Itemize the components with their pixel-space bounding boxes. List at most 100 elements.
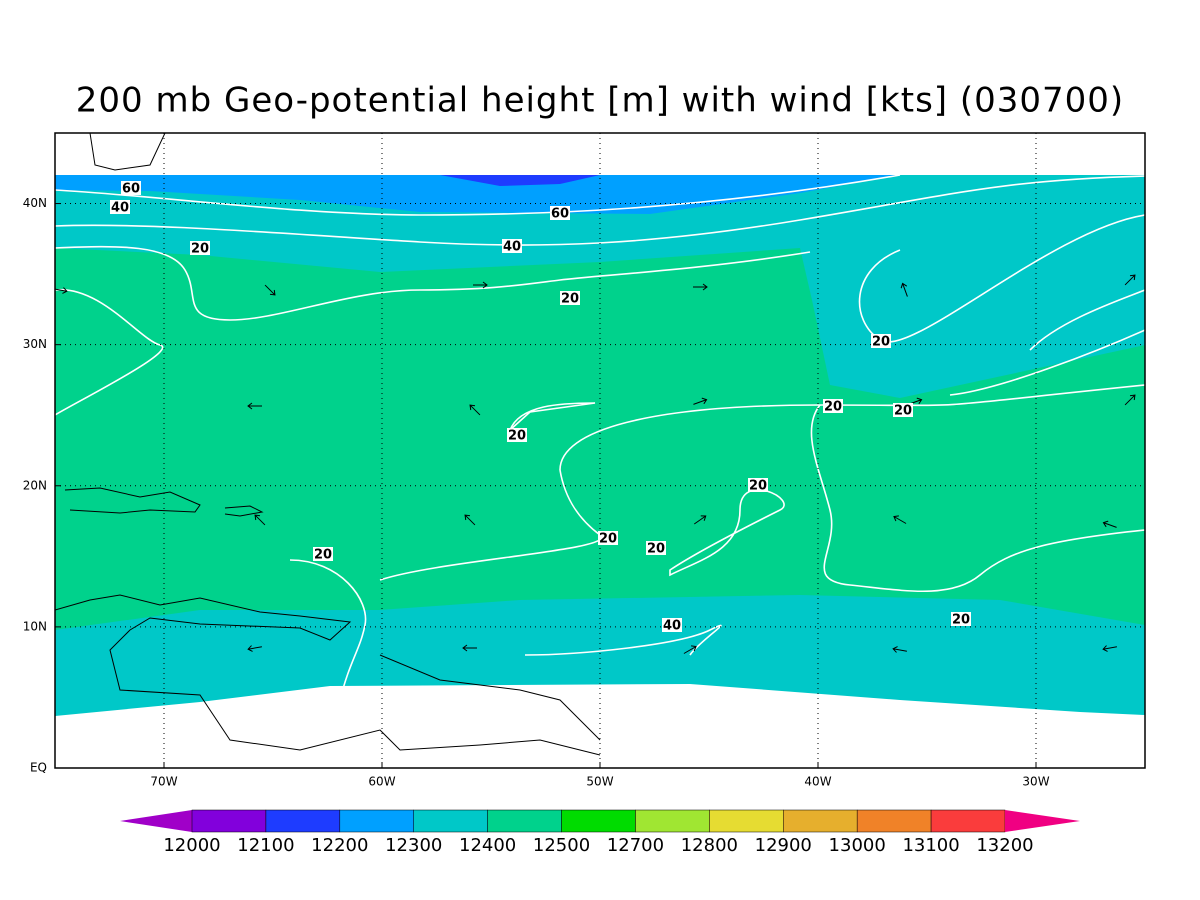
coastline [64,487,201,514]
contour-label-bg [507,428,527,442]
wind-arrow-shape [1124,394,1136,406]
contour-line [810,404,1145,593]
colorbar-box [191,809,267,833]
wind-arrow-shape [247,402,262,410]
chart-title: 200 mb Geo-potential height [m] with win… [76,81,1124,121]
coastline [224,505,264,517]
y-tick-label: 30N [23,337,47,351]
colorbar-label: 13100 [902,835,959,856]
wind-arrow [264,284,276,296]
wind-arrow [1124,394,1136,406]
contour-label-bg [823,399,843,413]
contour-label: 40 [111,201,129,216]
wind-arrow-shape [693,397,708,405]
coastline [55,594,601,756]
contour-line [559,384,1145,471]
contour-label: 20 [824,400,842,415]
wind-arrow-shape [254,514,266,526]
wind-arrow-shape [892,646,907,653]
contour-label-bg [893,403,913,417]
contour-label-bg [646,541,666,555]
contour-label: 60 [551,207,569,222]
colorbar-label: 12100 [237,835,294,856]
contour-label: 40 [503,240,521,255]
y-tick-label: 20N [23,478,47,492]
contour-label: 20 [191,242,209,257]
wind-arrow-shape [1124,274,1136,286]
colorbar-label: 12400 [459,835,516,856]
wind-arrow [892,646,907,653]
contour-label-bg [871,334,891,348]
wind-arrow [254,514,266,526]
contour-label: 20 [647,542,665,557]
colorbar-box [856,809,932,833]
colorbar-label: 12300 [385,835,442,856]
wind-arrow-shape [469,404,481,416]
contour-label-bg [748,478,768,492]
colorbar-label: 13200 [976,835,1033,856]
plot-area [55,133,1145,756]
coastline [379,654,601,741]
wind-arrow-shape [693,515,707,525]
contour-line [1029,289,1145,351]
wind-arrow-shape [683,645,697,654]
wind-arrow [683,645,697,654]
wind-arrow [473,281,488,289]
contour-label-bg [550,206,570,220]
colorbar-box [635,809,710,833]
wind-arrow-shape [900,282,908,297]
y-tick-label: 10N [23,619,47,633]
x-tick-label: 30W [1022,775,1049,789]
wind-arrow [693,515,707,525]
x-tick-label: 70W [150,775,177,789]
contour-label-bg [502,239,522,253]
wind-arrow-shape [464,514,476,526]
colorbar-label: 12700 [607,835,664,856]
wind-arrow [247,645,262,652]
wind-arrow [469,404,481,416]
colorbar-box [339,809,414,833]
contour-label-bg [560,291,580,305]
colorbar-triangle [120,810,192,832]
wind-arrow [893,515,907,524]
wind-arrow [1124,274,1136,286]
colorbar-label: 12900 [755,835,812,856]
contour-label: 20 [894,404,912,419]
wind-arrow-shape [247,645,262,652]
contour-label-bg [598,531,618,545]
colorbar-label: 12500 [533,835,590,856]
contour-label: 20 [314,548,332,563]
plot-frame [54,132,1146,769]
contour-line [55,245,811,321]
wind-arrow-shape [473,281,488,289]
wind-arrow-shape [693,283,708,291]
wind-arrow [693,283,708,291]
contour-label: 20 [599,532,617,547]
coastline [89,133,166,171]
wind-arrow [693,397,708,405]
contour-label-bg [662,618,682,632]
fill-region [55,175,900,214]
wind-arrow [462,644,477,652]
colorbar-label: 13000 [829,835,886,856]
contour-label-bg [951,612,971,626]
colorbar-box [561,809,636,833]
fill-region [440,175,600,186]
wind-arrow-shape [893,515,907,524]
contour-label: 40 [663,619,681,634]
colorbar-label: 12800 [681,835,738,856]
contour-line [858,214,1145,343]
contour-label: 20 [508,429,526,444]
contour-label: 20 [952,613,970,628]
x-tick-label: 50W [586,775,613,789]
contour-line [55,174,901,216]
wind-arrow [900,282,908,297]
colorbar-label: 12000 [163,835,220,856]
colorbar-box [930,809,1006,833]
colorbar-box [265,809,341,833]
contour-line [524,624,722,656]
colorbar-label: 12200 [311,835,368,856]
wind-arrow-shape [462,644,477,652]
contour-label: 20 [749,479,767,494]
contour-label-bg [313,547,333,561]
